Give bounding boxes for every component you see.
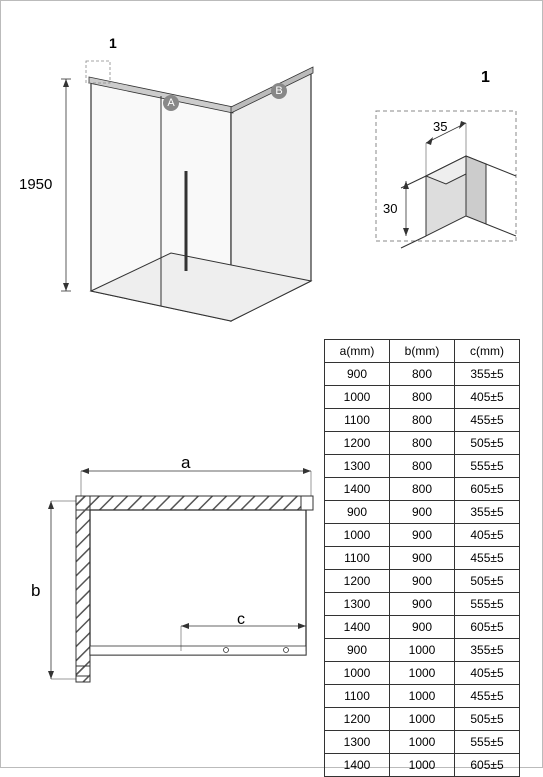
table-cell: 1000 <box>390 731 455 754</box>
table-cell: 605±5 <box>455 754 520 777</box>
table-cell: 800 <box>390 432 455 455</box>
table-cell: 455±5 <box>455 409 520 432</box>
table-cell: 900 <box>390 501 455 524</box>
table-row: 1400900605±5 <box>325 616 520 639</box>
table-cell: 1000 <box>390 708 455 731</box>
table-cell: 1100 <box>325 685 390 708</box>
plan-label-b: b <box>31 581 40 601</box>
table-cell: 505±5 <box>455 570 520 593</box>
table-cell: 1000 <box>390 639 455 662</box>
table-row: 1100900455±5 <box>325 547 520 570</box>
table-cell: 1000 <box>390 754 455 777</box>
plan-label-a: a <box>181 453 190 473</box>
table-cell: 555±5 <box>455 455 520 478</box>
table-row: 9001000355±5 <box>325 639 520 662</box>
table-cell: 1000 <box>390 662 455 685</box>
table-cell: 1000 <box>325 524 390 547</box>
table-cell: 800 <box>390 478 455 501</box>
table-cell: 405±5 <box>455 386 520 409</box>
table-cell: 900 <box>390 616 455 639</box>
detail-view <box>371 81 521 251</box>
table-cell: 1000 <box>325 662 390 685</box>
table-cell: 405±5 <box>455 662 520 685</box>
table-cell: 1300 <box>325 731 390 754</box>
table-cell: 1400 <box>325 754 390 777</box>
table-row: 11001000455±5 <box>325 685 520 708</box>
table-cell: 1300 <box>325 593 390 616</box>
table-cell: 800 <box>390 363 455 386</box>
table-cell: 1000 <box>390 685 455 708</box>
svg-text:B: B <box>275 85 282 97</box>
detail-width: 35 <box>433 119 447 134</box>
table-row: 1100800455±5 <box>325 409 520 432</box>
table-header: a(mm) <box>325 340 390 363</box>
detail-number: 1 <box>481 69 490 87</box>
plan-view <box>26 441 326 701</box>
table-cell: 800 <box>390 386 455 409</box>
table-cell: 1100 <box>325 409 390 432</box>
table-cell: 405±5 <box>455 524 520 547</box>
table-cell: 605±5 <box>455 616 520 639</box>
callout-number-iso: 1 <box>109 35 117 51</box>
height-dimension: 1950 <box>19 176 52 193</box>
svg-text:A: A <box>167 97 175 109</box>
table-row: 900800355±5 <box>325 363 520 386</box>
table-cell: 900 <box>390 547 455 570</box>
table-cell: 1100 <box>325 547 390 570</box>
technical-drawing-page: A B 1950 1 1 35 30 <box>0 0 543 768</box>
table-cell: 800 <box>390 455 455 478</box>
table-row: 12001000505±5 <box>325 708 520 731</box>
dimension-table: a(mm)b(mm)c(mm) 900800355±51000800405±51… <box>324 339 520 777</box>
table-cell: 355±5 <box>455 639 520 662</box>
table-row: 13001000555±5 <box>325 731 520 754</box>
table-row: 1400800605±5 <box>325 478 520 501</box>
table-header: b(mm) <box>390 340 455 363</box>
table-cell: 505±5 <box>455 708 520 731</box>
table-cell: 355±5 <box>455 501 520 524</box>
table-cell: 605±5 <box>455 478 520 501</box>
table-cell: 505±5 <box>455 432 520 455</box>
table-cell: 900 <box>390 570 455 593</box>
table-cell: 355±5 <box>455 363 520 386</box>
table-row: 1300900555±5 <box>325 593 520 616</box>
table-cell: 1200 <box>325 570 390 593</box>
table-row: 1000800405±5 <box>325 386 520 409</box>
table-cell: 455±5 <box>455 547 520 570</box>
table-row: 1200800505±5 <box>325 432 520 455</box>
table-cell: 900 <box>325 639 390 662</box>
table-cell: 900 <box>390 593 455 616</box>
table-row: 10001000405±5 <box>325 662 520 685</box>
table-row: 14001000605±5 <box>325 754 520 777</box>
table-row: 1200900505±5 <box>325 570 520 593</box>
table-cell: 900 <box>390 524 455 547</box>
table-cell: 1000 <box>325 386 390 409</box>
table-cell: 1400 <box>325 616 390 639</box>
table-row: 1000900405±5 <box>325 524 520 547</box>
table-cell: 900 <box>325 363 390 386</box>
table-cell: 1300 <box>325 455 390 478</box>
table-row: 1300800555±5 <box>325 455 520 478</box>
isometric-view: A B <box>31 21 331 351</box>
table-row: 900900355±5 <box>325 501 520 524</box>
table-cell: 1200 <box>325 708 390 731</box>
table-cell: 1400 <box>325 478 390 501</box>
table-cell: 900 <box>325 501 390 524</box>
table-cell: 800 <box>390 409 455 432</box>
table-cell: 455±5 <box>455 685 520 708</box>
table-cell: 1200 <box>325 432 390 455</box>
detail-depth: 30 <box>383 201 397 216</box>
table-cell: 555±5 <box>455 731 520 754</box>
table-header: c(mm) <box>455 340 520 363</box>
table-cell: 555±5 <box>455 593 520 616</box>
plan-label-c: c <box>237 611 245 629</box>
